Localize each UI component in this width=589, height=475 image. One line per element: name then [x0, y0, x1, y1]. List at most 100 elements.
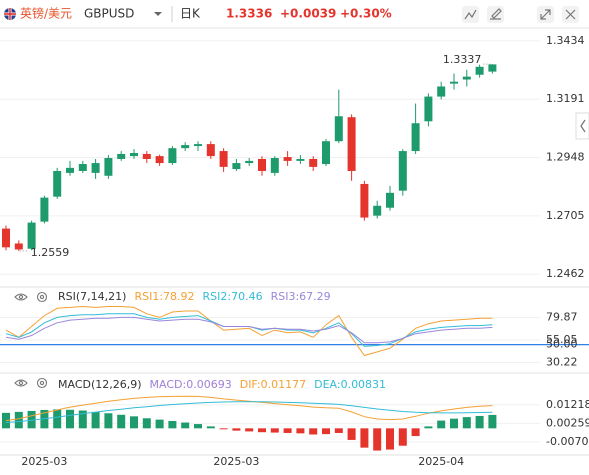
indicator-line — [5, 401, 493, 423]
tool-icon — [464, 9, 477, 20]
candle-body — [360, 183, 369, 218]
candle-body — [130, 152, 138, 157]
candle-body — [462, 76, 471, 80]
macd-bar — [437, 420, 446, 429]
indicator-title: RSI(7,14,21) — [58, 290, 126, 303]
flag-icon — [4, 8, 16, 20]
macd-bar — [373, 428, 382, 451]
candle-body — [475, 66, 484, 75]
candle-body — [2, 228, 10, 248]
macd-bar — [142, 418, 151, 429]
macd-bar — [347, 428, 356, 440]
candle-body — [488, 64, 497, 72]
macd-bar — [398, 428, 407, 446]
candle-body — [373, 205, 382, 216]
macd-bar — [53, 409, 62, 429]
pair-name[interactable]: 英镑/美元 — [20, 6, 72, 21]
collapse-button[interactable] — [575, 112, 589, 140]
candle-body — [245, 160, 254, 164]
macd-bar — [181, 422, 190, 429]
macd-bar — [450, 418, 458, 429]
legend-entry: MACD:0.00693 — [150, 378, 232, 391]
indicator-title: MACD(12,26,9) — [58, 378, 142, 391]
settings-icon[interactable] — [36, 291, 48, 303]
candle-body — [450, 81, 458, 84]
candle-body — [296, 158, 305, 161]
candle-body — [424, 96, 433, 122]
legend-entry: DEA:0.00831 — [314, 378, 386, 391]
candle-body — [27, 222, 36, 249]
candle-body — [117, 153, 126, 159]
macd-bar — [322, 428, 330, 435]
y-tick-label: 50.00 — [546, 338, 578, 351]
candle-body — [53, 170, 62, 197]
macd-bar — [155, 419, 164, 429]
y-tick-label: 0.00259 — [546, 416, 589, 429]
settings-icon — [39, 294, 45, 300]
x-tick-label: 2025-03 — [213, 455, 259, 468]
macd-bar — [411, 428, 420, 437]
macd-bar — [424, 426, 433, 429]
macd-bar — [462, 417, 471, 429]
candle-body — [334, 116, 343, 142]
candle-body — [14, 243, 23, 250]
macd-bar — [283, 428, 292, 433]
macd-bar — [232, 428, 241, 431]
candle-body — [232, 163, 241, 170]
macd-bar — [386, 428, 394, 450]
tool-button[interactable] — [487, 6, 504, 23]
macd-bar — [206, 426, 215, 429]
eye-icon[interactable] — [14, 379, 28, 387]
candle-body — [270, 158, 279, 173]
candle-body — [78, 164, 87, 171]
indicator-line — [5, 316, 493, 344]
macd-bar — [104, 413, 113, 429]
macd-bar — [475, 415, 484, 429]
macd-bar — [309, 428, 318, 435]
price: 1.3336 — [226, 7, 272, 21]
macd-bar — [27, 410, 36, 429]
y-tick-label: 55.05 — [546, 333, 578, 346]
period[interactable]: 日K — [180, 7, 201, 21]
candle-body — [142, 153, 151, 159]
settings-icon[interactable] — [36, 377, 48, 389]
y-tick-label: 0.01218 — [546, 398, 589, 411]
dropdown-arrow[interactable] — [154, 12, 162, 16]
y-tick-label: 30.22 — [546, 356, 578, 369]
candle-body — [309, 158, 318, 167]
eye-icon[interactable] — [14, 293, 28, 301]
candle-body — [206, 144, 215, 157]
candle-body — [258, 158, 266, 171]
macd-bar — [194, 424, 202, 429]
indicator-line — [5, 305, 493, 357]
y-tick-label: -0.00701 — [546, 435, 589, 448]
macd-bar — [245, 428, 254, 432]
eye-icon — [18, 294, 24, 300]
y-tick-label: 1.3191 — [546, 92, 585, 105]
macd-bar — [130, 416, 138, 429]
candle-body — [283, 157, 292, 161]
macd-bar — [219, 428, 228, 430]
eye-icon — [18, 380, 24, 386]
y-tick-label: 1.2948 — [546, 151, 585, 164]
change-pct: +0.30% — [340, 7, 392, 21]
macd-bar — [258, 428, 266, 433]
legend-entry: RSI2:70.46 — [203, 290, 263, 303]
y-tick-label: 1.2705 — [546, 209, 585, 222]
close-icon — [565, 9, 576, 20]
macd-bar — [270, 428, 279, 433]
y-tick-label: 79.87 — [546, 311, 578, 324]
candle-body — [66, 167, 74, 173]
candle-body — [194, 144, 202, 147]
annotation: 1.2559 — [31, 246, 70, 259]
candle-body — [411, 123, 420, 152]
tool-icon — [490, 8, 502, 20]
candle-body — [322, 141, 330, 165]
macd-bar — [66, 409, 74, 429]
candle-body — [91, 163, 100, 173]
candle-body — [347, 117, 356, 171]
macd-bar — [360, 428, 369, 448]
macd-bar — [14, 411, 23, 429]
candle-body — [155, 156, 164, 164]
